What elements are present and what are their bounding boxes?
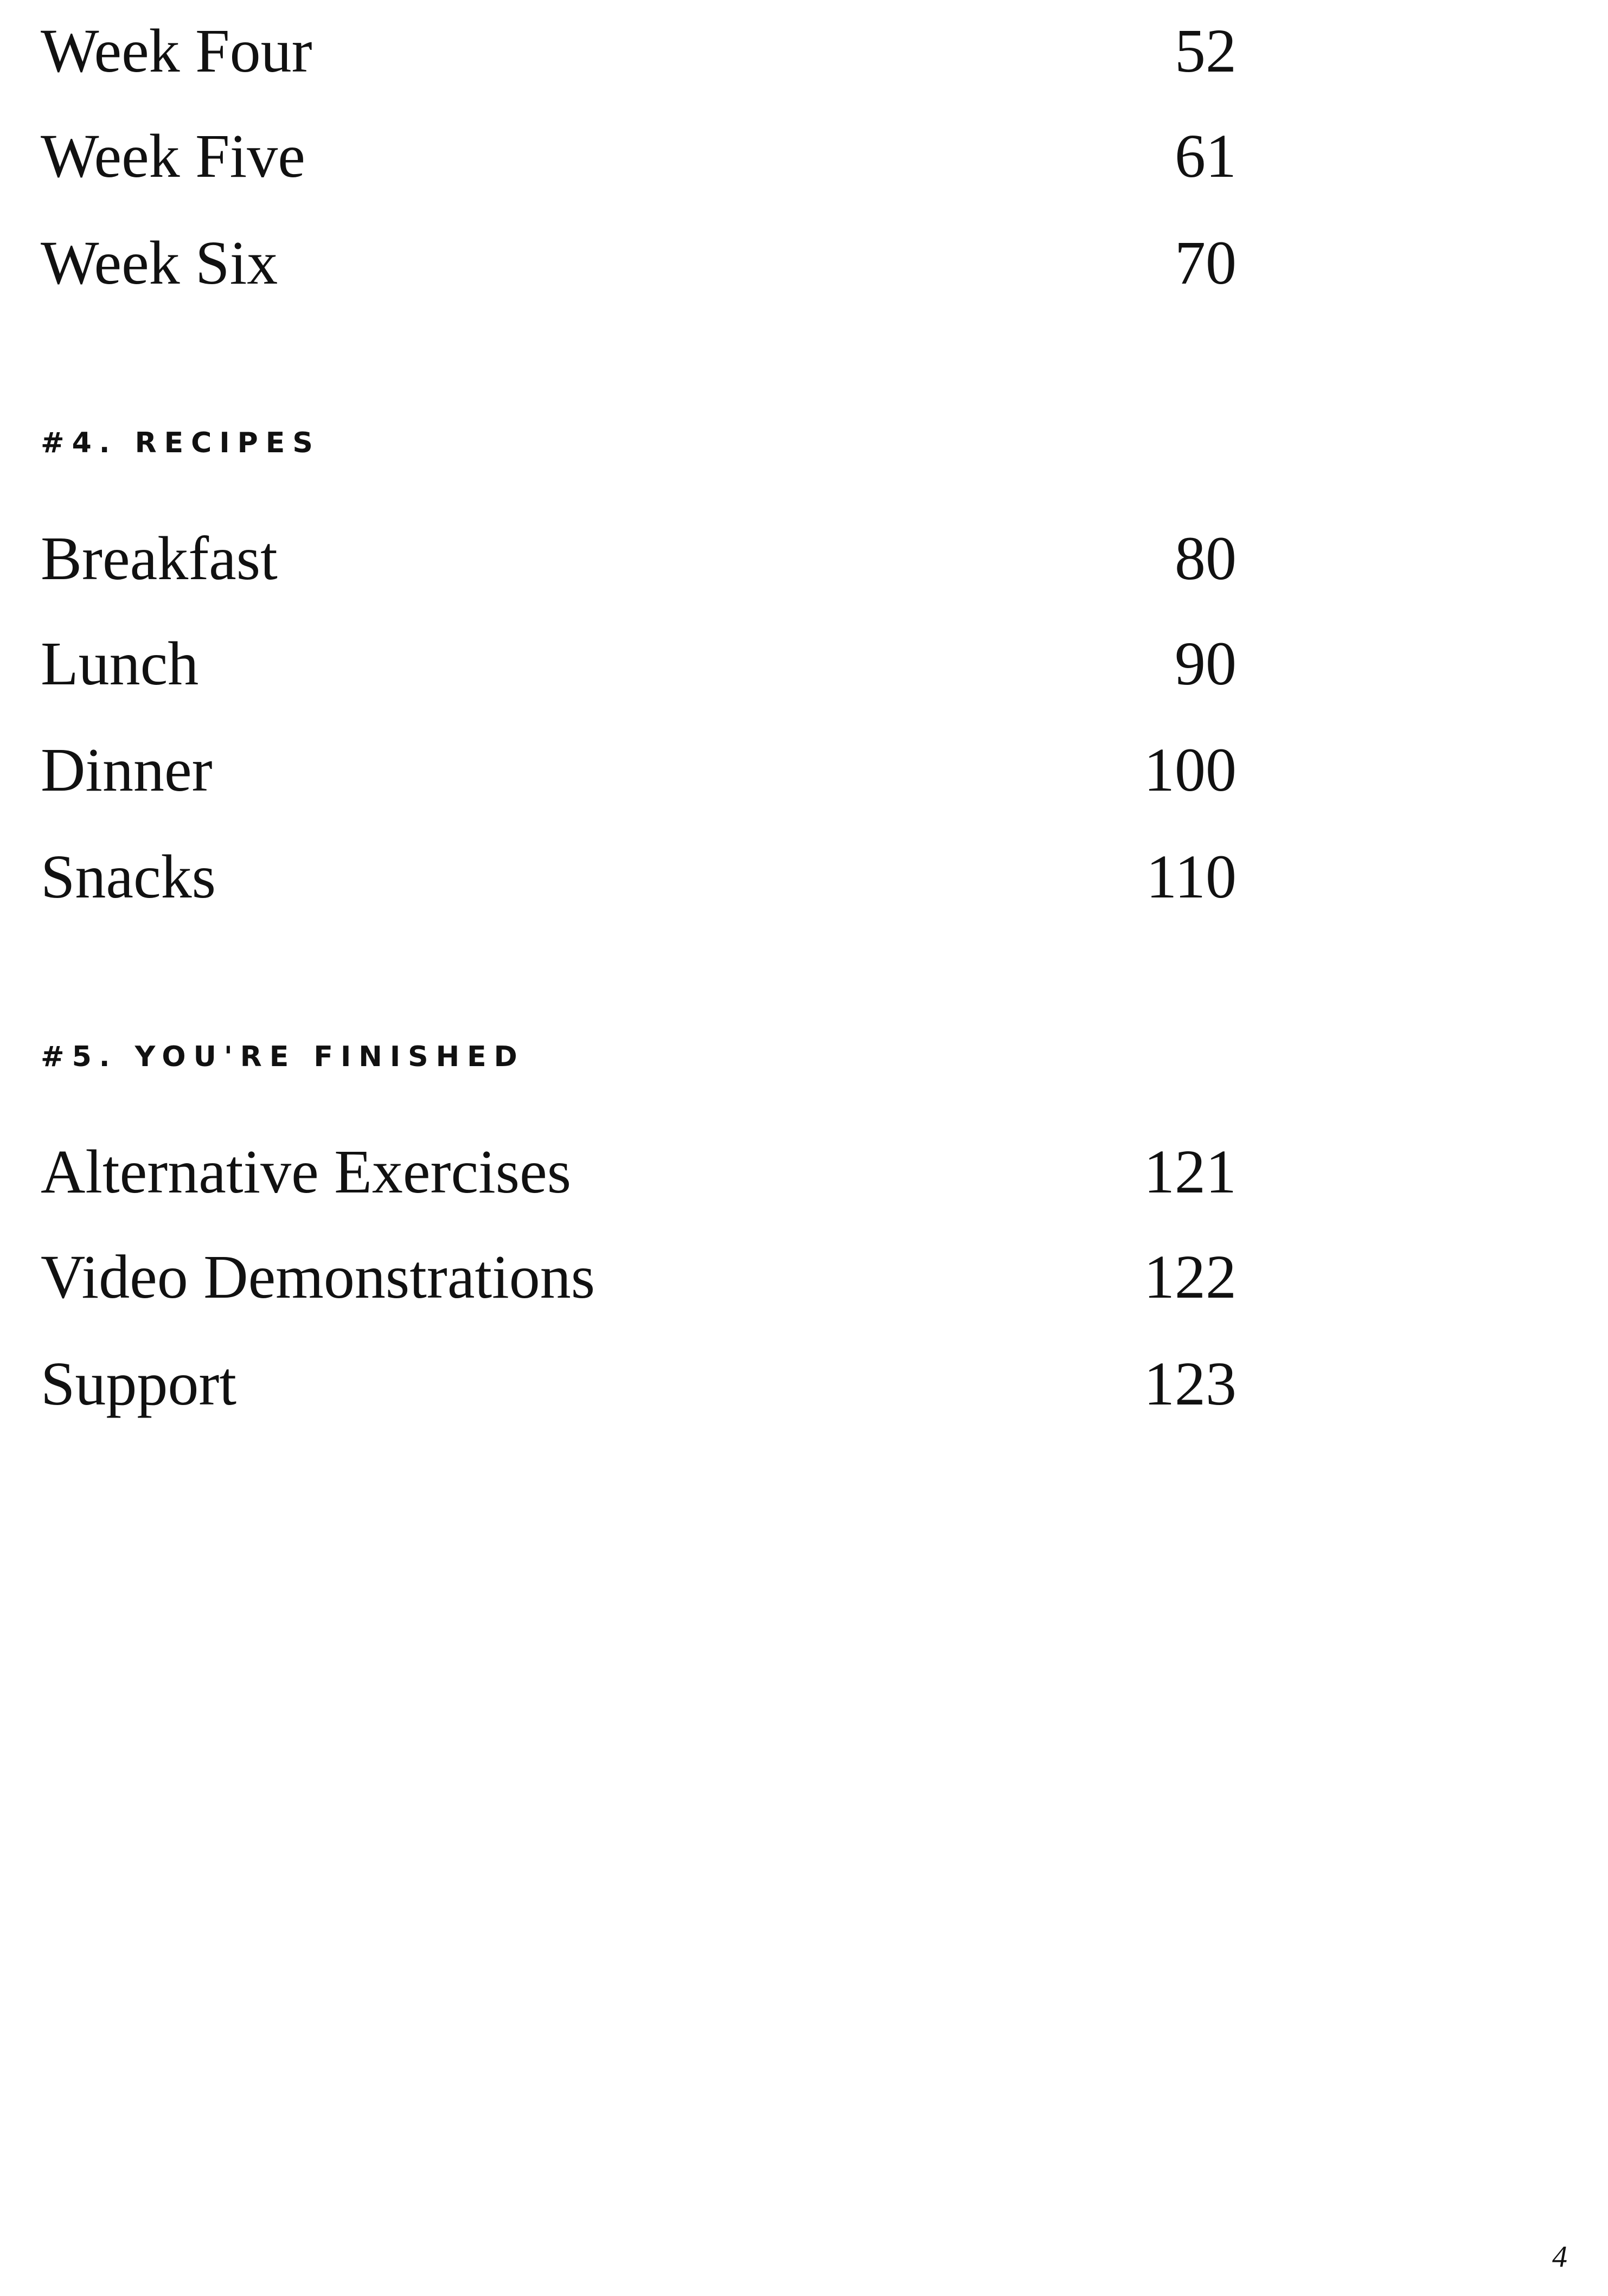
toc-entry-label: Week Four: [41, 16, 312, 85]
toc-entry[interactable]: Breakfast 80: [41, 515, 1237, 602]
toc-entry-page: 52: [1175, 16, 1237, 85]
toc-entry[interactable]: Support 123: [41, 1341, 1237, 1427]
toc-entry-label: Support: [41, 1349, 237, 1418]
toc-entry-label: Week Six: [41, 228, 278, 297]
toc-entry-label: Snacks: [41, 842, 216, 911]
toc-entry-page: 80: [1175, 524, 1237, 593]
toc-entry-page: 70: [1175, 228, 1237, 297]
toc-entry[interactable]: Video Demonstrations 122: [41, 1234, 1237, 1320]
toc-entry[interactable]: Dinner 100: [41, 727, 1237, 813]
toc-entry-label: Video Demonstrations: [41, 1242, 595, 1311]
toc-entry[interactable]: Alternative Exercises 121: [41, 1128, 1237, 1215]
section-heading-finished: #5. YOU'RE FINISHED: [41, 1041, 525, 1073]
toc-entry-page: 90: [1175, 629, 1237, 698]
page-number: 4: [1552, 2240, 1567, 2274]
toc-entry-page: 121: [1144, 1137, 1237, 1206]
toc-entry-page: 110: [1146, 842, 1237, 911]
toc-entry-page: 122: [1144, 1242, 1237, 1311]
toc-entry[interactable]: Week Four 52: [41, 8, 1237, 94]
toc-entry[interactable]: Week Five 61: [41, 113, 1237, 200]
toc-entry-label: Dinner: [41, 735, 213, 804]
toc-entry[interactable]: Lunch 90: [41, 620, 1237, 707]
section-heading-recipes: #4. RECIPES: [41, 427, 321, 459]
toc-entry-page: 123: [1144, 1349, 1237, 1418]
toc-entry-page: 100: [1144, 735, 1237, 804]
toc-entry-label: Lunch: [41, 629, 199, 698]
toc-entry[interactable]: Week Six 70: [41, 220, 1237, 306]
toc-entry-label: Alternative Exercises: [41, 1137, 572, 1206]
toc-entry-page: 61: [1175, 121, 1237, 190]
toc-entry[interactable]: Snacks 110: [41, 833, 1237, 920]
toc-entry-label: Breakfast: [41, 524, 278, 593]
toc-entry-label: Week Five: [41, 121, 305, 190]
